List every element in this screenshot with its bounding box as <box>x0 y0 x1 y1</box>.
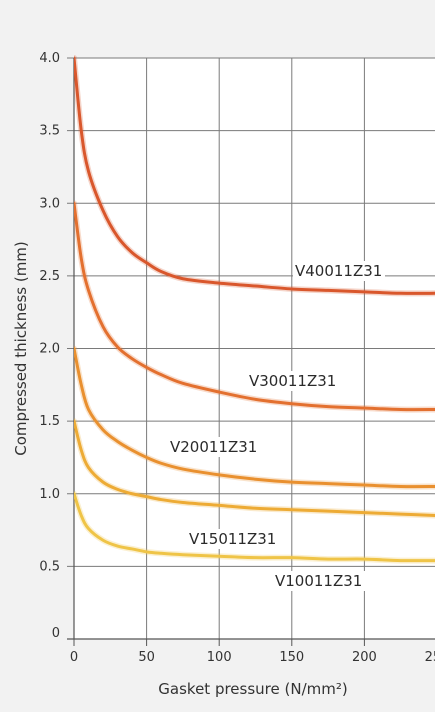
series-label-bg <box>187 529 279 549</box>
series-line <box>74 201 435 412</box>
x-tick-label: 250 <box>425 650 435 665</box>
series-line <box>74 492 435 563</box>
series-label: V30011Z31 <box>249 372 336 390</box>
series-label-bg <box>247 371 339 391</box>
series-line <box>74 56 435 295</box>
y-tick-label: 4.0 <box>39 51 60 66</box>
series-label-bg <box>273 571 365 591</box>
y-tick-label: 2.0 <box>39 342 60 357</box>
y-tick-label: 3.0 <box>39 196 60 211</box>
x-tick-label: 200 <box>352 650 377 665</box>
y-tick-label: 0 <box>52 626 60 641</box>
y-tick-label: 3.5 <box>39 124 60 139</box>
x-tick-label: 150 <box>279 650 304 665</box>
series-label: V15011Z31 <box>189 530 276 548</box>
y-tick-label: 0.5 <box>39 559 60 574</box>
series-line <box>74 347 435 489</box>
x-tick-label: 50 <box>138 650 155 665</box>
series-label: V10011Z31 <box>275 572 362 590</box>
series-label: V20011Z31 <box>170 438 257 456</box>
y-axis-title: Compressed thickness (mm) <box>12 241 30 456</box>
x-tick-label: 100 <box>207 650 232 665</box>
series-label-bg <box>293 261 385 281</box>
x-axis-title: Gasket pressure (N/mm²) <box>158 680 347 698</box>
x-tick-label: 0 <box>70 650 78 665</box>
series-group <box>74 55 435 564</box>
series-line <box>74 419 435 517</box>
series-label-bg <box>168 437 260 457</box>
y-tick-label: 1.0 <box>39 487 60 502</box>
y-tick-label: 2.5 <box>39 269 60 284</box>
y-tick-label: 1.5 <box>39 414 60 429</box>
series-label: V40011Z31 <box>295 262 382 280</box>
